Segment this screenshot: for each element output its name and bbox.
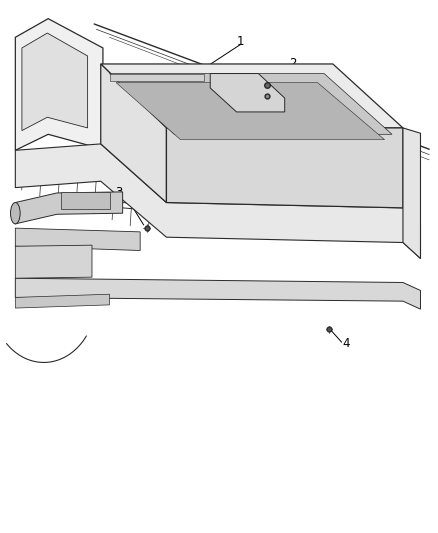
Polygon shape (210, 74, 285, 112)
Polygon shape (15, 192, 123, 224)
Polygon shape (15, 278, 420, 309)
Ellipse shape (11, 203, 20, 224)
Polygon shape (15, 294, 110, 308)
Polygon shape (15, 228, 140, 251)
Text: 1: 1 (236, 35, 244, 48)
Polygon shape (22, 33, 88, 131)
Polygon shape (15, 245, 92, 278)
Polygon shape (101, 64, 403, 128)
Polygon shape (116, 83, 385, 140)
Polygon shape (15, 144, 420, 259)
Text: 4: 4 (342, 337, 350, 350)
Text: 3: 3 (116, 187, 123, 199)
Polygon shape (110, 74, 204, 81)
Polygon shape (101, 64, 166, 203)
Polygon shape (15, 19, 103, 150)
Polygon shape (61, 192, 110, 209)
Polygon shape (110, 74, 392, 134)
Polygon shape (166, 128, 403, 208)
Polygon shape (403, 128, 420, 259)
Text: 2: 2 (289, 58, 297, 70)
